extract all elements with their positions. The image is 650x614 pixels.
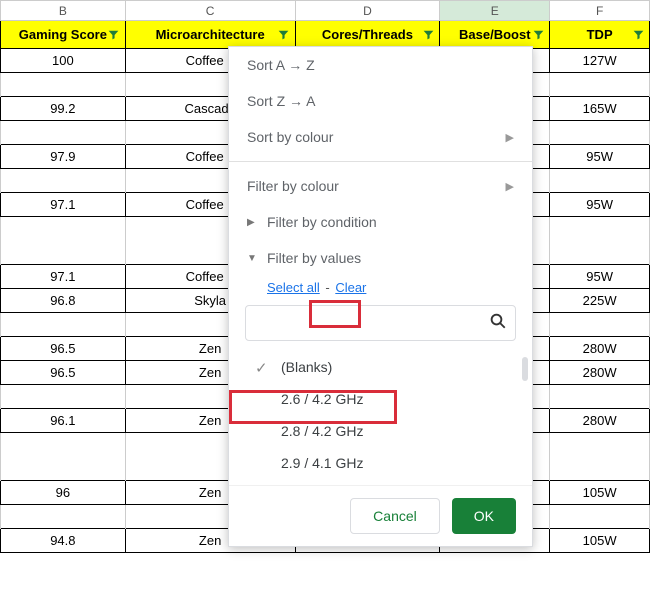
column-letter[interactable]: E — [440, 1, 550, 21]
column-header[interactable]: Cores/Threads — [295, 21, 440, 49]
filter-value-label: 2.9 / 4.1 GHz — [281, 455, 363, 471]
select-all-link[interactable]: Select all — [267, 280, 320, 295]
filter-by-condition[interactable]: ▶Filter by condition — [229, 204, 532, 240]
cell[interactable]: 97.9 — [1, 145, 126, 169]
cell[interactable]: 97.1 — [1, 265, 126, 289]
search-icon — [489, 312, 507, 335]
filter-by-colour[interactable]: Filter by colour▶ — [229, 168, 532, 204]
cell[interactable]: 95W — [550, 145, 650, 169]
cell[interactable] — [550, 169, 650, 193]
cell[interactable]: 127W — [550, 49, 650, 73]
filter-value-option[interactable]: 2.8 / 4.2 GHz — [237, 415, 524, 447]
cell[interactable]: 97.1 — [1, 193, 126, 217]
filter-value-option[interactable]: ✓ (Blanks) — [237, 351, 524, 383]
cell[interactable]: 100 — [1, 49, 126, 73]
clear-link[interactable]: Clear — [335, 280, 366, 295]
filter-dropdown: Sort A → Z Sort Z → A Sort by colour▶ Fi… — [228, 46, 533, 547]
filter-by-values[interactable]: ▼Filter by values — [229, 240, 532, 276]
cell[interactable]: 280W — [550, 361, 650, 385]
filter-icon[interactable] — [421, 28, 435, 42]
column-header[interactable]: Gaming Score — [1, 21, 126, 49]
cell[interactable] — [550, 433, 650, 457]
cell[interactable] — [1, 121, 126, 145]
cell[interactable]: 96.5 — [1, 361, 126, 385]
filter-value-label: 2.6 / 4.2 GHz — [281, 391, 363, 407]
cell[interactable] — [1, 433, 126, 457]
cell[interactable]: 96 — [1, 481, 126, 505]
cell[interactable] — [550, 121, 650, 145]
cell[interactable] — [1, 505, 126, 529]
column-header[interactable]: Microarchitecture — [125, 21, 295, 49]
sort-az[interactable]: Sort A → Z — [229, 47, 532, 83]
cell[interactable] — [550, 241, 650, 265]
cell[interactable]: 280W — [550, 337, 650, 361]
filter-value-option[interactable]: 2.6 / 4.2 GHz — [237, 383, 524, 415]
cell[interactable]: 165W — [550, 97, 650, 121]
check-icon: ✓ — [255, 359, 268, 377]
column-letter[interactable]: F — [550, 1, 650, 21]
filter-value-links: Select all - Clear — [229, 276, 532, 305]
cell[interactable]: 105W — [550, 529, 650, 553]
cell[interactable] — [1, 73, 126, 97]
cell[interactable]: 99.2 — [1, 97, 126, 121]
sort-by-colour[interactable]: Sort by colour▶ — [229, 119, 532, 155]
column-letter[interactable]: D — [295, 1, 440, 21]
cell[interactable]: 225W — [550, 289, 650, 313]
cell[interactable] — [1, 313, 126, 337]
filter-icon[interactable] — [277, 28, 291, 42]
column-header[interactable]: TDP — [550, 21, 650, 49]
sort-za[interactable]: Sort Z → A — [229, 83, 532, 119]
filter-search-box[interactable] — [245, 305, 516, 341]
filter-icon[interactable] — [107, 28, 121, 42]
cell[interactable] — [1, 457, 126, 481]
cell[interactable] — [550, 385, 650, 409]
cell[interactable]: 95W — [550, 193, 650, 217]
submenu-arrow-icon: ▶ — [506, 180, 514, 193]
column-header[interactable]: Base/Boost — [440, 21, 550, 49]
cell[interactable]: 105W — [550, 481, 650, 505]
filter-search-input[interactable] — [254, 315, 489, 331]
cell[interactable] — [550, 217, 650, 241]
cell[interactable] — [550, 457, 650, 481]
cell[interactable]: 96.5 — [1, 337, 126, 361]
ok-button[interactable]: OK — [452, 498, 516, 534]
filter-value-label: 2.8 / 4.2 GHz — [281, 423, 363, 439]
cell[interactable]: 96.1 — [1, 409, 126, 433]
cancel-button[interactable]: Cancel — [350, 498, 440, 534]
column-letter[interactable]: B — [1, 1, 126, 21]
cell[interactable] — [1, 217, 126, 241]
cell[interactable] — [550, 313, 650, 337]
divider — [229, 161, 532, 162]
cell[interactable]: 95W — [550, 265, 650, 289]
filter-value-label: (Blanks) — [281, 359, 332, 375]
column-letter[interactable]: C — [125, 1, 295, 21]
filter-icon[interactable] — [631, 28, 645, 42]
cell[interactable] — [550, 505, 650, 529]
expand-icon: ▼ — [247, 253, 257, 264]
cell[interactable] — [1, 385, 126, 409]
cell[interactable]: 94.8 — [1, 529, 126, 553]
cell[interactable] — [1, 241, 126, 265]
cell[interactable] — [550, 73, 650, 97]
cell[interactable]: 96.8 — [1, 289, 126, 313]
collapse-icon: ▶ — [247, 217, 255, 228]
cell[interactable] — [1, 169, 126, 193]
filter-icon[interactable] — [531, 28, 545, 42]
cell[interactable]: 280W — [550, 409, 650, 433]
submenu-arrow-icon: ▶ — [506, 131, 514, 144]
filter-values-list: ✓ (Blanks) 2.6 / 4.2 GHz 2.8 / 4.2 GHz 2.9 /… — [229, 349, 532, 485]
filter-value-option[interactable]: 2.9 / 4.1 GHz — [237, 447, 524, 479]
